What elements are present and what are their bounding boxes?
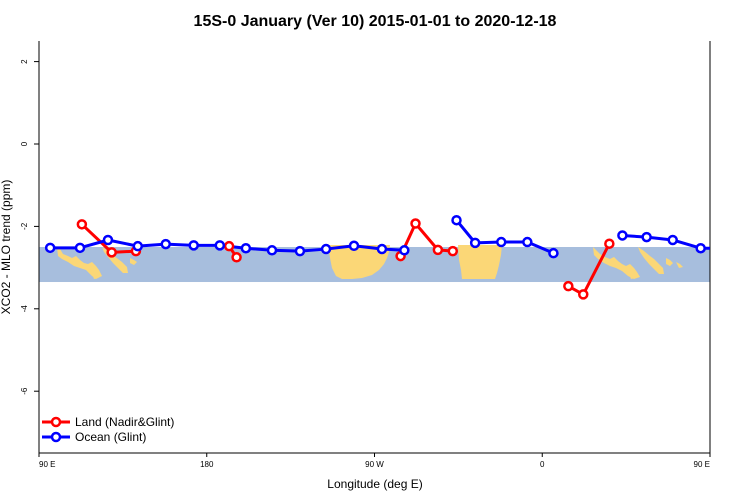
land-data-point: [223, 240, 235, 252]
x-tick-label: 180: [200, 460, 214, 469]
ocean-data-point: [399, 245, 410, 256]
x-ticks: 90 E 180 90 W 0 90 E: [38, 453, 711, 469]
land-australia-1: [57, 247, 137, 279]
legend-ocean-label: Ocean (Glint): [75, 430, 146, 444]
y-tick-label: 0: [20, 141, 29, 146]
ocean-data-point: [102, 234, 114, 246]
land-data-point: [604, 238, 615, 249]
x-axis-label: Longitude (deg E): [327, 477, 422, 491]
land-south-america: [328, 245, 390, 279]
ocean-data-point: [320, 243, 332, 255]
ocean-data-point: [160, 238, 171, 250]
y-axis-label: XCO2 - MLO trend (ppm): [0, 180, 13, 315]
x-tick-label: 90 E: [694, 460, 710, 469]
land-data-point: [432, 244, 444, 256]
ocean-data-point: [667, 234, 678, 246]
ocean-data-point: [469, 237, 481, 249]
y-tick-label: -4: [20, 305, 29, 313]
legend-ocean-marker: [50, 431, 62, 443]
legend-item-ocean: Ocean (Glint): [42, 430, 146, 444]
land-data-point: [106, 247, 117, 258]
land-australia-2: [593, 247, 683, 279]
ocean-data-point: [376, 243, 388, 255]
land-data-point: [410, 218, 421, 229]
ocean-data-point: [188, 240, 199, 251]
ocean-data-point: [240, 242, 252, 254]
x-tick-label: 90 E: [39, 460, 55, 469]
ocean-data-point: [495, 236, 507, 248]
ocean-data-point: [723, 244, 731, 252]
ocean-data-point: [348, 240, 360, 252]
ocean-data-point: [548, 247, 559, 259]
land-data-point: [578, 289, 589, 300]
legend-land-marker: [50, 416, 62, 428]
land-data-point: [447, 245, 459, 257]
legend-item-land: Land (Nadir&Glint): [42, 415, 174, 429]
ocean-data-point: [695, 242, 706, 254]
chart-title: 15S-0 January (Ver 10) 2015-01-01 to 202…: [194, 13, 557, 30]
land-data-point: [231, 252, 242, 263]
land-data-point: [76, 219, 88, 230]
ocean-data-point: [617, 230, 628, 241]
ocean-data-point: [522, 236, 533, 248]
x-tick-label: 90 W: [365, 460, 384, 469]
series-layer: [44, 214, 731, 300]
land-series-line: [399, 222, 453, 257]
y-tick-label: -2: [20, 222, 29, 230]
y-tick-label: -6: [20, 387, 29, 395]
y-tick-label: 2: [20, 59, 29, 64]
ocean-data-point: [294, 245, 306, 257]
ocean-data-point: [74, 242, 86, 254]
land-data-point: [563, 280, 574, 292]
ocean-series-line: [622, 233, 710, 250]
x-tick-label: 0: [540, 460, 545, 469]
ocean-data-point: [214, 240, 226, 251]
legend-land-label: Land (Nadir&Glint): [75, 415, 174, 429]
ocean-data-point: [451, 214, 462, 226]
ocean-data-point: [266, 245, 278, 256]
land-africa: [458, 245, 502, 279]
legend: Land (Nadir&Glint) Ocean (Glint): [42, 415, 174, 444]
ocean-data-point: [132, 240, 144, 252]
y-ticks: 2 0 -2 -4 -6: [20, 59, 39, 395]
ocean-data-point: [641, 231, 652, 243]
ocean-data-point: [44, 242, 56, 254]
